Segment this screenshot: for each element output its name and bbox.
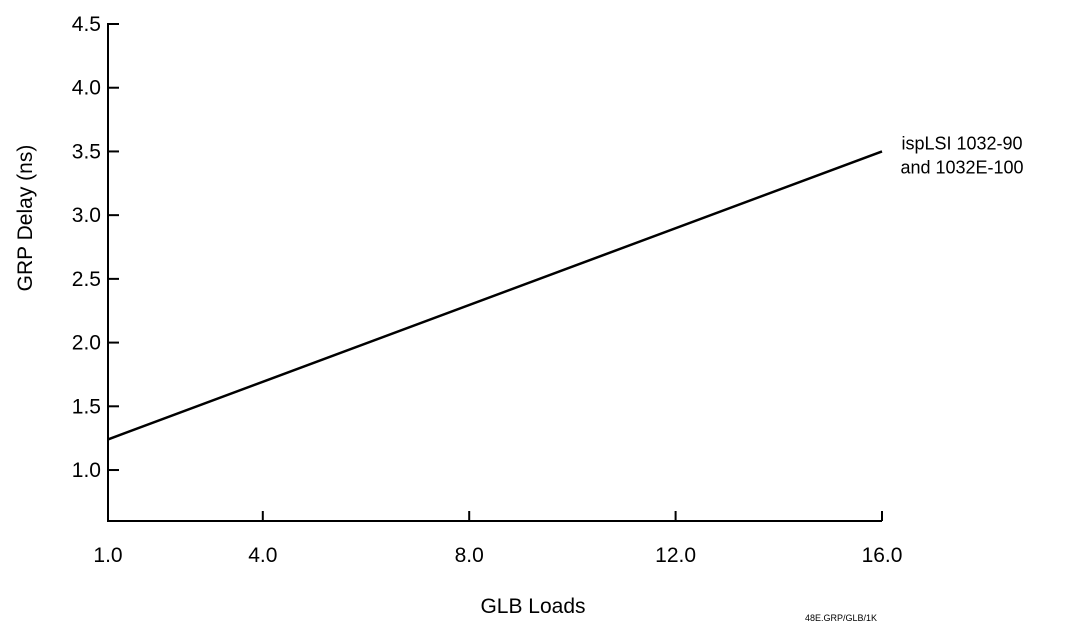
series-group: ispLSI 1032-90 and 1032E-100	[107, 133, 1024, 441]
y-tick-label: 2.5	[72, 268, 101, 291]
x-axis-title: GLB Loads	[480, 595, 585, 618]
y-tick-label: 2.0	[72, 332, 101, 355]
x-tick-label: 12.0	[655, 544, 696, 567]
x-tick-label: 1.0	[93, 544, 122, 567]
y-tick-label: 3.5	[72, 140, 101, 163]
series-label: ispLSI 1032-90	[901, 133, 1022, 153]
y-tick-label: 4.5	[72, 13, 101, 36]
series-label: and 1032E-100	[900, 157, 1023, 177]
y-tick-label: 4.0	[72, 77, 101, 100]
y-axis-title: GRP Delay (ns)	[14, 145, 37, 292]
x-axis-ticks: 1.0 4.0 8.0 12.0 16.0	[93, 511, 902, 567]
y-tick-label: 1.0	[72, 459, 101, 482]
y-axis-ticks: 1.0 1.5 2.0 2.5 3.0 3.5 4.0 4.5	[72, 13, 119, 482]
x-tick-label: 16.0	[862, 544, 903, 567]
x-tick-label: 4.0	[248, 544, 277, 567]
y-tick-label: 1.5	[72, 395, 101, 418]
x-tick-label: 8.0	[455, 544, 484, 567]
series-line	[107, 150, 883, 441]
figure-code: 48E.GRP/GLB/1K	[805, 613, 877, 623]
y-tick-label: 3.0	[72, 204, 101, 227]
